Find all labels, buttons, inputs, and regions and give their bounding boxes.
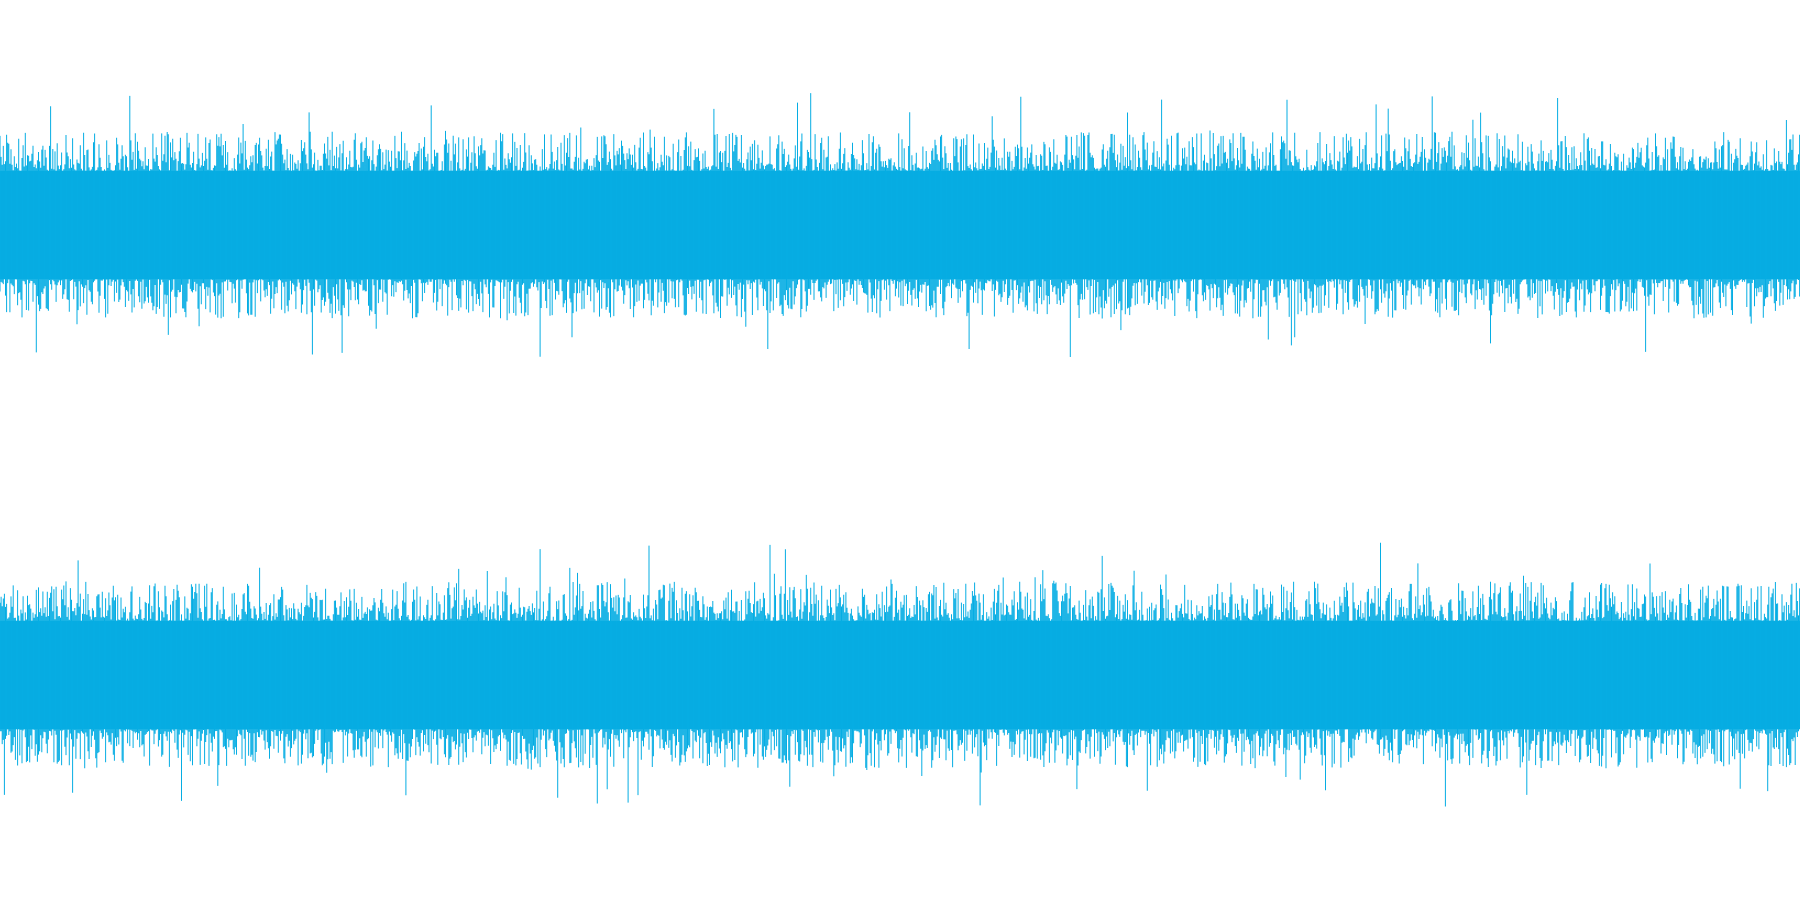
waveform-channel-top[interactable] [0,93,1800,357]
waveform-peaks [0,542,1800,807]
waveform-peaks [0,93,1800,357]
waveform-channel-bottom[interactable] [0,542,1800,807]
